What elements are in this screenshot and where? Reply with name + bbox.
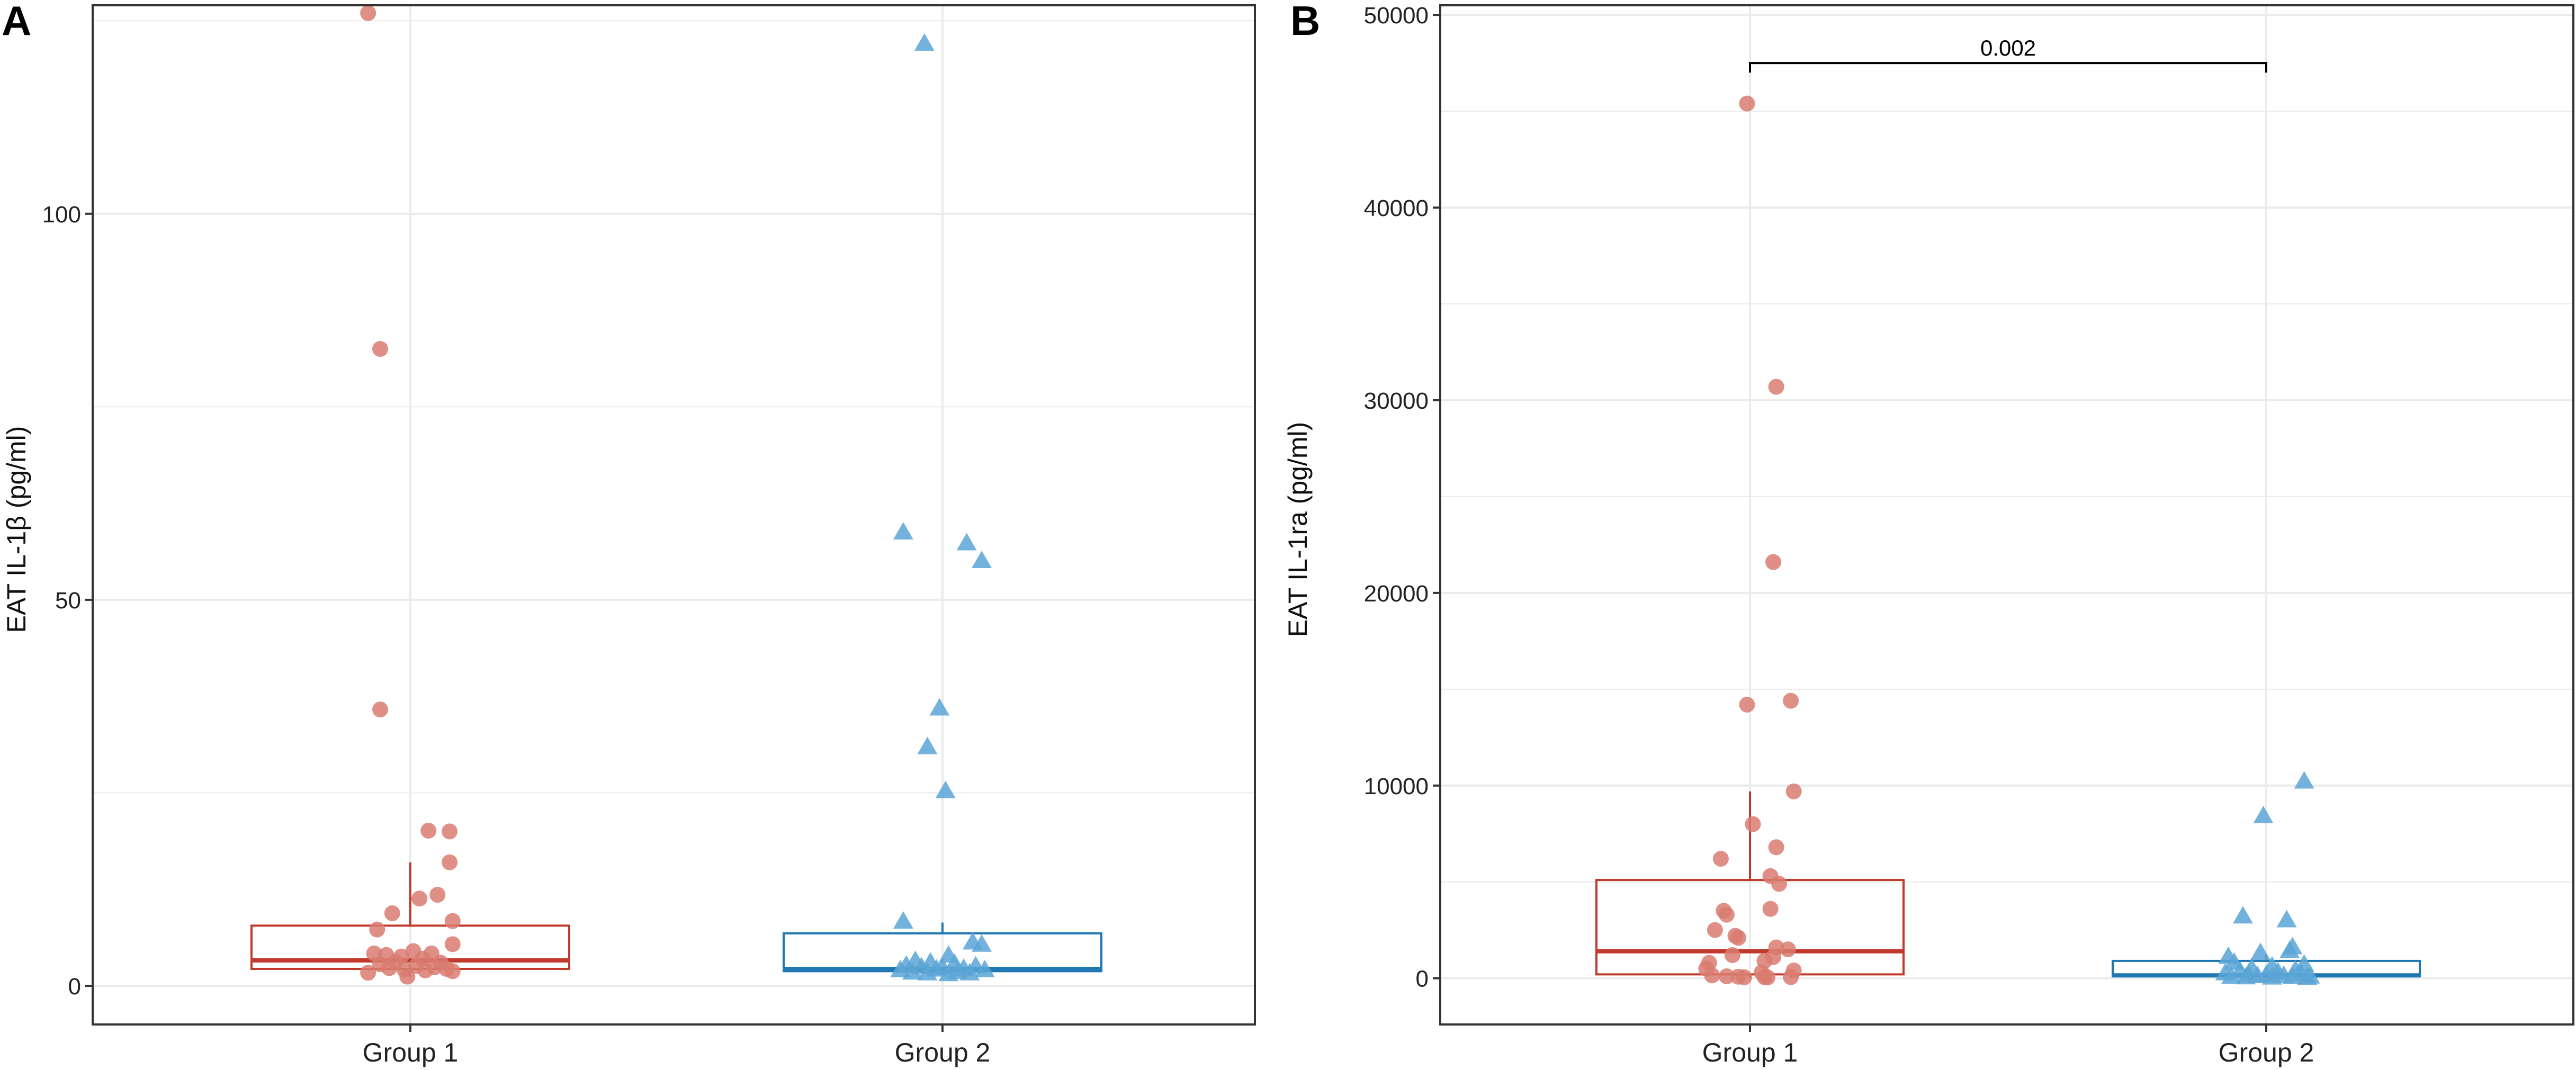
data-point: [1783, 969, 1799, 985]
data-point: [1739, 696, 1755, 713]
x-tick-label: Group 1: [1702, 1038, 1798, 1067]
data-point: [1768, 839, 1784, 856]
data-point: [890, 959, 911, 977]
panel-a-frame: [92, 4, 1256, 1026]
data-point: [1712, 851, 1729, 867]
data-point: [442, 854, 458, 870]
panel-a-y-axis-label: EAT IL-1β (pg/ml): [2, 426, 31, 633]
x-tick-label: Group 2: [895, 1038, 991, 1067]
data-point: [2236, 967, 2256, 985]
data-point: [2294, 771, 2314, 789]
data-point: [2253, 805, 2274, 823]
data-point: [360, 965, 376, 981]
y-tick-label: 10000: [1364, 774, 1429, 799]
panel-b-label: B: [1290, 0, 1320, 44]
data-point: [2221, 966, 2241, 984]
panel-b-frame: [1439, 4, 2574, 1026]
data-point: [2279, 940, 2300, 958]
data-point: [411, 891, 428, 907]
data-point: [893, 911, 913, 929]
data-point: [972, 934, 992, 952]
data-point: [1718, 968, 1735, 985]
panel-a-label: A: [2, 0, 31, 44]
data-point: [1707, 922, 1723, 938]
x-tick-label: Group 1: [363, 1038, 459, 1067]
data-point: [1768, 379, 1784, 395]
data-point: [360, 5, 376, 21]
data-point: [1771, 876, 1788, 892]
data-point: [902, 962, 922, 980]
data-point: [384, 905, 400, 921]
panel-b-grid: [1440, 5, 2573, 1024]
data-point: [372, 340, 388, 357]
data-point: [1783, 693, 1799, 709]
data-point: [893, 522, 913, 540]
x-tick-label: Group 2: [2219, 1038, 2314, 1067]
data-point: [2297, 967, 2318, 985]
data-point: [444, 913, 461, 929]
data-point: [1765, 554, 1782, 570]
data-point: [420, 822, 437, 839]
data-point: [1724, 947, 1740, 963]
data-point: [369, 921, 385, 938]
data-point: [1704, 967, 1720, 984]
data-point: [399, 968, 416, 985]
y-tick-label: 50000: [1364, 3, 1429, 29]
data-point: [914, 33, 935, 51]
data-point: [1730, 930, 1746, 946]
data-point: [935, 780, 956, 798]
p-value-label: 0.002: [1980, 35, 2036, 60]
panel-b-points: [1698, 95, 2320, 986]
panel-b-x-ticks: Group 1 Group 2: [1702, 1024, 2314, 1067]
data-point: [1745, 816, 1761, 832]
data-point: [917, 963, 938, 981]
panel-b-y-ticks: 0 10000 20000 30000 40000 50000: [1364, 3, 1440, 992]
data-point: [444, 963, 461, 979]
data-point: [1760, 969, 1776, 986]
data-point: [429, 887, 446, 903]
data-point: [1762, 901, 1779, 917]
panel-b-y-axis-label: EAT IL-1ra (pg/ml): [1283, 422, 1313, 637]
y-tick-label: 40000: [1364, 195, 1429, 221]
y-tick-label: 100: [42, 202, 81, 228]
data-point: [442, 823, 458, 840]
data-point: [2250, 942, 2270, 960]
data-point: [444, 936, 461, 952]
data-point: [2276, 910, 2297, 928]
data-point: [938, 964, 959, 982]
data-point: [1739, 95, 1755, 112]
data-point: [381, 960, 398, 976]
data-point: [2262, 967, 2283, 985]
panel-a-points: [360, 5, 995, 985]
bracket-line: [1749, 62, 2267, 73]
data-point: [959, 963, 980, 981]
data-point: [974, 959, 995, 977]
panel-a-x-ticks: Group 1 Group 2: [363, 1024, 991, 1067]
data-point: [372, 702, 388, 717]
data-point: [1718, 906, 1735, 923]
panel-b-significance-bracket: 0.002: [1749, 35, 2267, 73]
data-point: [2282, 966, 2303, 984]
panel-a-y-ticks: 0 50 100: [42, 202, 93, 1000]
data-point: [929, 698, 950, 716]
y-tick-label: 20000: [1364, 581, 1429, 607]
data-point: [1780, 941, 1796, 958]
data-point: [917, 736, 938, 754]
data-point: [956, 533, 977, 551]
y-tick-label: 0: [1416, 966, 1429, 992]
data-point: [972, 551, 992, 568]
y-tick-label: 30000: [1364, 388, 1429, 414]
data-point: [1736, 969, 1752, 985]
y-tick-label: 0: [68, 974, 81, 1000]
panel-a-grid: [93, 5, 1255, 1024]
data-point: [417, 962, 434, 978]
panel-b: B EAT IL-1ra (pg/ml) 0.002 0 10000 20000 30…: [1283, 0, 2574, 1067]
data-point: [2232, 906, 2253, 924]
y-tick-label: 50: [55, 588, 81, 614]
data-point: [1785, 783, 1802, 799]
